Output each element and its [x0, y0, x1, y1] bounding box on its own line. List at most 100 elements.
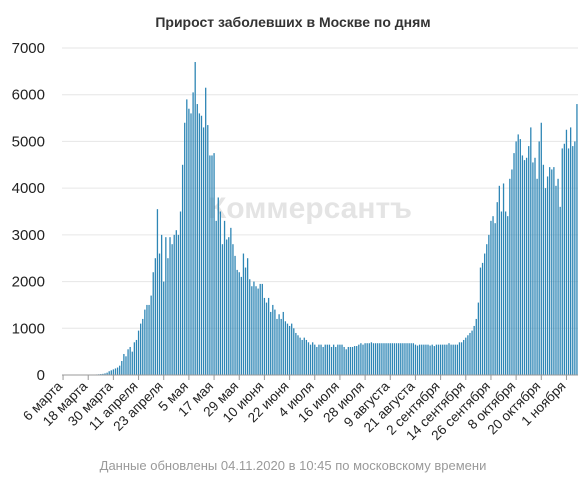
bar — [475, 318, 477, 375]
bar — [444, 344, 446, 375]
bar — [232, 244, 234, 375]
bar — [362, 344, 364, 375]
bar — [446, 344, 448, 375]
y-tick-label: 2000 — [12, 274, 45, 291]
bar — [301, 339, 303, 375]
bar — [110, 370, 112, 375]
bar — [358, 344, 360, 375]
bar — [242, 253, 245, 375]
bar — [504, 211, 507, 375]
bar — [492, 216, 494, 375]
bar — [205, 87, 207, 376]
bar — [148, 304, 150, 375]
bar — [291, 323, 293, 375]
bar — [433, 346, 435, 375]
bar — [184, 122, 186, 376]
bar — [267, 297, 270, 375]
bar — [534, 157, 536, 375]
y-tick-label: 4000 — [12, 180, 45, 197]
bar — [177, 234, 180, 375]
bar — [494, 223, 496, 375]
bar — [140, 323, 142, 375]
bar — [119, 365, 121, 375]
bar — [274, 309, 276, 375]
bar — [473, 325, 475, 375]
bar — [450, 344, 452, 375]
bar — [377, 343, 379, 375]
bar — [418, 344, 421, 375]
bar — [456, 344, 459, 375]
bar — [196, 104, 198, 375]
bar — [521, 155, 524, 375]
bar — [540, 122, 542, 376]
bar — [452, 344, 454, 375]
bar — [406, 343, 408, 375]
bar — [228, 237, 230, 375]
bar — [481, 262, 484, 375]
bar — [463, 339, 465, 375]
bar — [435, 344, 438, 375]
bar — [137, 330, 140, 375]
bar — [202, 127, 205, 375]
y-tick-label: 0 — [37, 367, 45, 384]
bar — [200, 115, 203, 376]
bar — [307, 342, 310, 375]
bar — [272, 304, 274, 375]
bar — [460, 342, 463, 375]
bar — [316, 346, 318, 375]
bar — [314, 344, 316, 375]
bar — [454, 344, 456, 375]
bar — [288, 325, 291, 375]
bar — [542, 164, 545, 375]
bar — [546, 176, 549, 375]
bar — [173, 234, 175, 375]
bar — [251, 286, 253, 375]
bar — [123, 353, 125, 375]
y-tick-label: 3000 — [12, 227, 45, 244]
bar — [496, 202, 498, 375]
y-tick-label: 7000 — [12, 40, 45, 57]
bar — [412, 343, 414, 375]
bar — [559, 206, 561, 375]
bar — [366, 343, 368, 375]
bar — [322, 346, 324, 375]
bar — [209, 155, 211, 375]
bar — [458, 342, 461, 375]
bar — [509, 178, 511, 375]
bar — [167, 258, 169, 375]
bar — [121, 360, 123, 375]
y-tick-label: 1000 — [12, 320, 45, 337]
bar — [318, 344, 320, 375]
bar — [383, 343, 385, 375]
bar — [345, 349, 347, 375]
y-axis: 0 1000 2000 3000 4000 5000 6000 7000 — [12, 40, 45, 384]
bar — [488, 234, 490, 375]
bar — [226, 239, 228, 375]
bar — [425, 344, 427, 375]
bar — [339, 344, 341, 375]
bar — [188, 108, 190, 375]
bar — [410, 343, 412, 375]
bar — [263, 297, 266, 375]
bar — [152, 272, 154, 375]
bar — [158, 253, 161, 375]
bar — [240, 276, 242, 375]
bar — [230, 227, 232, 375]
bar — [351, 346, 354, 375]
bar — [284, 321, 287, 375]
bar — [484, 253, 486, 375]
bar — [391, 343, 394, 375]
bar — [561, 148, 563, 375]
bar — [324, 344, 326, 375]
bar — [181, 164, 184, 375]
bar — [360, 343, 362, 375]
bar — [144, 309, 146, 375]
bar — [532, 162, 534, 375]
bar — [257, 288, 259, 375]
bar — [395, 343, 398, 375]
bar — [102, 373, 104, 375]
bar — [341, 344, 343, 375]
bar — [368, 343, 370, 375]
